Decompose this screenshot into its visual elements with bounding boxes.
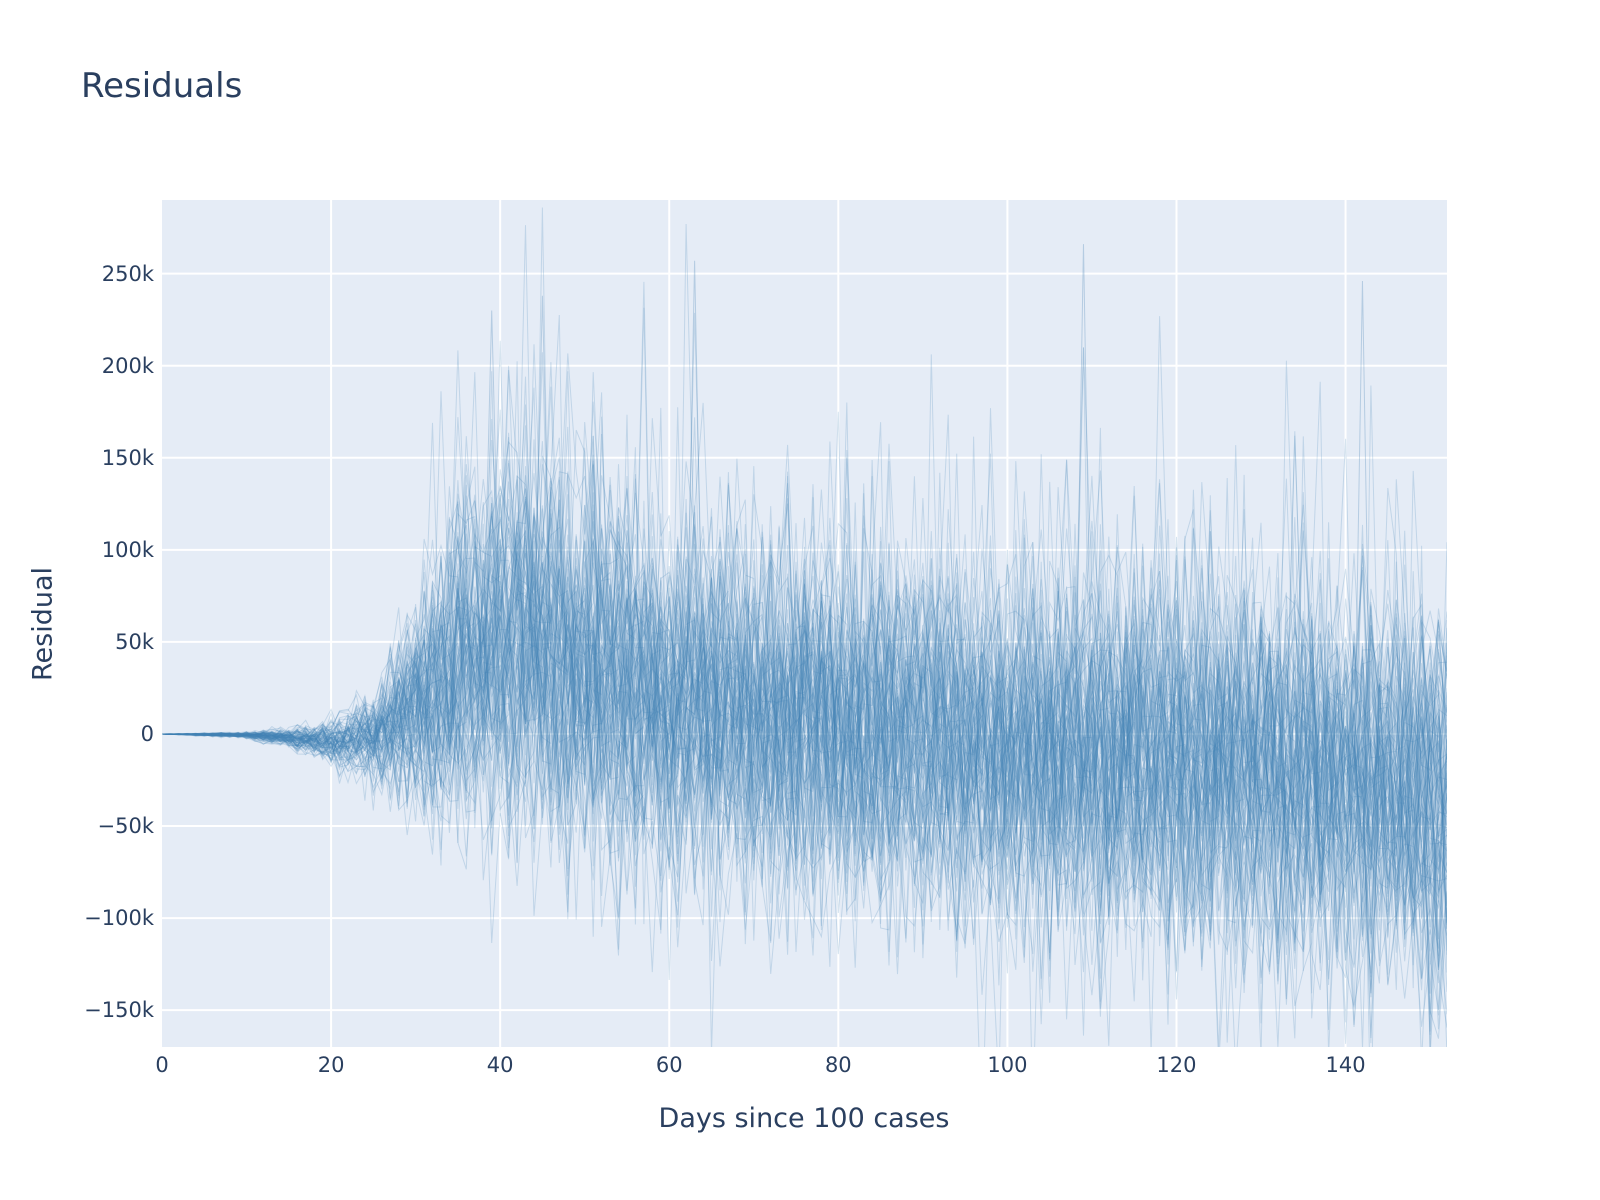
y-tick-label: 200k [101, 353, 154, 378]
chart-title: Residuals [81, 66, 243, 106]
y-tick-label: 150k [101, 445, 154, 470]
y-tick-label: −100k [84, 906, 154, 931]
y-tick-label: 250k [101, 261, 154, 286]
x-tick-label: 100 [987, 1053, 1028, 1077]
x-tick-label: 140 [1325, 1053, 1366, 1077]
y-tick-label: −150k [84, 998, 154, 1023]
residual-traces [162, 207, 1447, 1047]
x-tick-label: 120 [1156, 1053, 1197, 1077]
x-axis-title: Days since 100 cases [658, 1103, 950, 1134]
x-tick-label: 80 [824, 1053, 852, 1077]
x-tick-label: 60 [655, 1053, 683, 1077]
plot-area [162, 200, 1447, 1047]
x-tick-label: 0 [155, 1053, 169, 1077]
y-tick-label: −50k [97, 814, 154, 839]
gridlines [162, 200, 1447, 1047]
x-tick-label: 20 [317, 1053, 345, 1077]
y-axis-title: Residual [27, 566, 59, 682]
x-tick-label: 40 [486, 1053, 514, 1077]
y-tick-label: 0 [140, 721, 154, 746]
y-tick-label: 50k [115, 629, 154, 654]
y-tick-label: 100k [101, 537, 154, 562]
